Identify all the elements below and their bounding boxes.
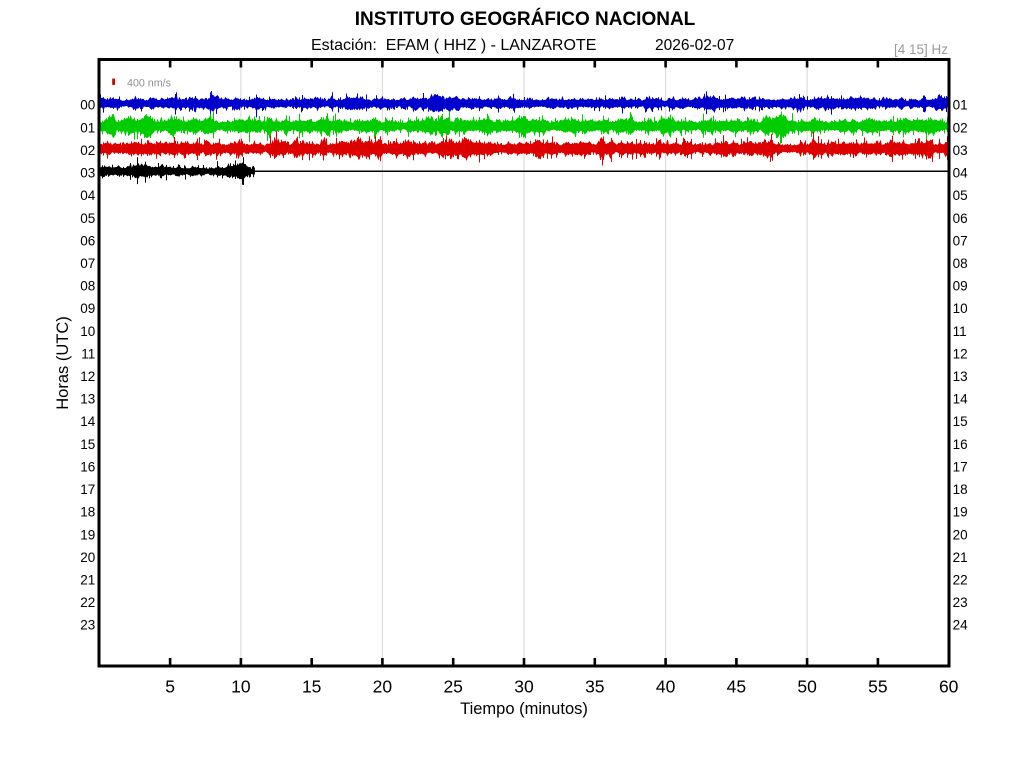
svg-text:23: 23 [953, 595, 968, 610]
svg-text:15: 15 [953, 414, 968, 429]
svg-text:45: 45 [727, 677, 746, 697]
svg-text:[4 15] Hz: [4 15] Hz [894, 42, 948, 57]
svg-text:03: 03 [953, 143, 968, 158]
svg-text:12: 12 [953, 346, 968, 361]
svg-text:01: 01 [953, 98, 968, 113]
svg-text:30: 30 [514, 677, 534, 697]
svg-text:18: 18 [953, 482, 968, 497]
svg-text:21: 21 [80, 573, 95, 588]
svg-text:19: 19 [80, 527, 95, 542]
svg-text:17: 17 [80, 482, 95, 497]
svg-text:05: 05 [80, 211, 95, 226]
svg-text:INSTITUTO GEOGRÁFICO NACIONAL: INSTITUTO GEOGRÁFICO NACIONAL [355, 8, 696, 30]
svg-text:20: 20 [80, 550, 95, 565]
svg-text:17: 17 [953, 460, 968, 475]
svg-text:09: 09 [953, 279, 968, 294]
svg-text:2026-02-07: 2026-02-07 [655, 37, 734, 54]
svg-text:55: 55 [868, 677, 887, 697]
svg-text:22: 22 [80, 595, 95, 610]
svg-text:07: 07 [953, 233, 968, 248]
svg-text:24: 24 [953, 618, 969, 633]
svg-text:04: 04 [80, 188, 96, 203]
svg-text:01: 01 [80, 120, 95, 135]
svg-text:02: 02 [80, 143, 95, 158]
svg-text:21: 21 [953, 550, 968, 565]
svg-text:09: 09 [80, 301, 95, 316]
svg-text:23: 23 [80, 618, 95, 633]
svg-text:13: 13 [953, 369, 968, 384]
svg-text:20: 20 [953, 527, 968, 542]
svg-text:06: 06 [80, 233, 95, 248]
svg-text:16: 16 [953, 437, 968, 452]
svg-text:13: 13 [80, 392, 95, 407]
svg-text:04: 04 [953, 166, 969, 181]
svg-text:05: 05 [953, 188, 968, 203]
svg-text:15: 15 [302, 677, 321, 697]
svg-text:10: 10 [953, 301, 968, 316]
svg-text:60: 60 [939, 677, 959, 697]
svg-text:07: 07 [80, 256, 95, 271]
svg-text:11: 11 [953, 324, 967, 339]
svg-text:Horas (UTC): Horas (UTC) [54, 316, 72, 410]
svg-text:Tiempo (minutos): Tiempo (minutos) [460, 700, 588, 718]
svg-text:15: 15 [80, 437, 95, 452]
svg-text:12: 12 [80, 369, 95, 384]
svg-text:00: 00 [80, 98, 95, 113]
svg-text:20: 20 [373, 677, 393, 697]
svg-text:16: 16 [80, 460, 95, 475]
svg-text:08: 08 [953, 256, 968, 271]
svg-text:25: 25 [443, 677, 462, 697]
svg-text:Estación: EFAM ( HHZ ) - LANZ: Estación: EFAM ( HHZ ) - LANZAROTE [311, 37, 596, 54]
svg-text:14: 14 [80, 414, 96, 429]
svg-text:08: 08 [80, 279, 95, 294]
svg-text:19: 19 [953, 505, 968, 520]
svg-text:50: 50 [797, 677, 817, 697]
svg-text:02: 02 [953, 120, 968, 135]
svg-text:35: 35 [585, 677, 604, 697]
svg-text:10: 10 [231, 677, 251, 697]
svg-text:10: 10 [80, 324, 95, 339]
svg-text:18: 18 [80, 505, 95, 520]
svg-text:03: 03 [80, 166, 95, 181]
svg-text:22: 22 [953, 573, 968, 588]
svg-text:14: 14 [953, 392, 969, 407]
svg-text:40: 40 [656, 677, 676, 697]
svg-text:06: 06 [953, 211, 968, 226]
svg-text:5: 5 [165, 677, 175, 697]
svg-text:11: 11 [81, 346, 95, 361]
svg-text:400 nm/s: 400 nm/s [127, 77, 171, 89]
